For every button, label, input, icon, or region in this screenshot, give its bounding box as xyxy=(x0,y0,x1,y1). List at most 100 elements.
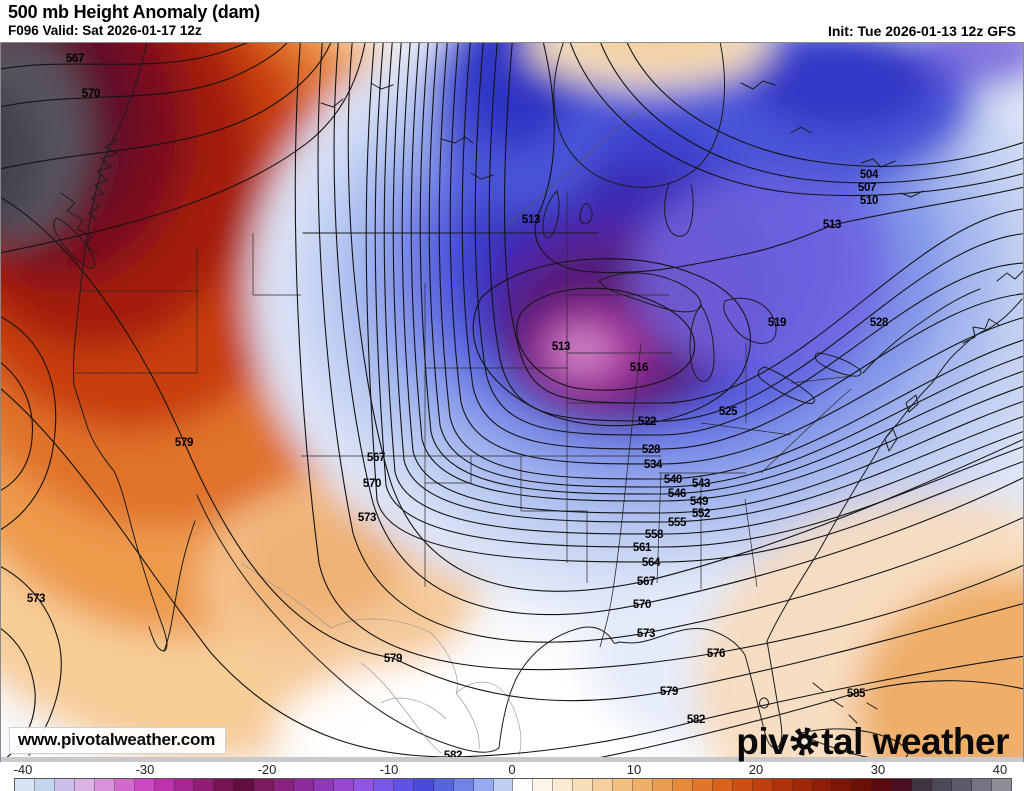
contour-label: 507 xyxy=(858,182,876,194)
gear-icon xyxy=(789,726,820,757)
colorbar-cell xyxy=(932,779,953,791)
colorbar-cell xyxy=(353,779,374,791)
colorbar-tick-label: -30 xyxy=(135,762,155,777)
contour-label: 546 xyxy=(668,488,686,500)
contour-label: 567 xyxy=(637,576,655,588)
contour-label: 579 xyxy=(660,686,678,698)
color-scale-ticks: -40 -30 -20 -10 0 10 20 30 40 xyxy=(0,762,1024,777)
colorbar-cell xyxy=(254,779,275,791)
colorbar-cell xyxy=(94,779,115,791)
contour-label: 561 xyxy=(633,542,652,554)
colorbar-cell xyxy=(74,779,95,791)
contour-label: 516 xyxy=(630,362,648,374)
map-bottom-strip xyxy=(1,757,1023,762)
colorbar-cell xyxy=(712,779,733,791)
colorbar-cell xyxy=(413,779,434,791)
colorbar-cell xyxy=(573,779,594,791)
logo-text-piv: piv xyxy=(736,721,789,762)
colorbar-cell xyxy=(672,779,693,791)
contour-label: 570 xyxy=(363,478,381,490)
colorbar-cell xyxy=(174,779,195,791)
contour-label: 534 xyxy=(644,459,663,471)
colorbar-cell xyxy=(54,779,75,791)
contour-label: 513 xyxy=(552,341,570,353)
contour-label: 552 xyxy=(692,508,710,520)
contour-label: 567 xyxy=(66,53,84,65)
colorbar-cell xyxy=(314,779,334,791)
colorbar-cell xyxy=(952,779,972,791)
contour-label: 519 xyxy=(768,317,786,329)
colorbar-cell xyxy=(852,779,873,791)
colorbar-cell xyxy=(633,779,653,791)
colorbar-cell xyxy=(34,779,55,791)
colorbar-cell xyxy=(732,779,753,791)
colorbar-cell xyxy=(393,779,414,791)
page-title: 500 mb Height Anomaly (dam) xyxy=(8,2,260,22)
anomaly-map: 567 570 579 573 567 570 573 579 582 582 585 513 516 5… xyxy=(0,42,1024,762)
colorbar-cell xyxy=(832,779,853,791)
contour-label: 573 xyxy=(358,512,376,524)
colorbar-cell xyxy=(812,779,833,791)
watermark: www.pivotalweather.com xyxy=(9,727,227,754)
contour-label: 549 xyxy=(690,496,708,508)
contour-label: 510 xyxy=(860,195,878,207)
height-contours xyxy=(1,43,1023,757)
map-canvas: 567 570 579 573 567 570 573 579 582 582 585 513 516 5… xyxy=(1,43,1023,757)
colorbar-cell xyxy=(154,779,175,791)
colorbar-cell xyxy=(15,779,35,791)
contour-label: 576 xyxy=(707,648,725,660)
colorbar-cell xyxy=(373,779,394,791)
contour-label: 579 xyxy=(175,437,193,449)
colorbar-cell xyxy=(892,779,913,791)
colorbar-cell xyxy=(234,779,255,791)
contour-labels: 567 570 579 573 567 570 573 579 582 582 585 513 516 5… xyxy=(27,53,889,757)
colorbar-cell xyxy=(533,779,554,791)
contour-label: 570 xyxy=(633,599,651,611)
contour-label: 585 xyxy=(847,688,866,700)
contour-label: 555 xyxy=(668,517,687,529)
contour-label: 543 xyxy=(692,478,710,490)
mexico-state-borders xyxy=(240,562,522,756)
colorbar-cell xyxy=(792,779,813,791)
contour-label: 504 xyxy=(860,169,879,181)
color-scale: -40 -30 -20 -10 0 10 20 30 40 xyxy=(0,762,1024,791)
colorbar-cell xyxy=(872,779,893,791)
colorbar-cell xyxy=(772,779,793,791)
contour-label: 558 xyxy=(645,529,664,541)
colorbar-tick-label: 40 xyxy=(992,762,1008,777)
contour-label: 582 xyxy=(444,750,462,757)
colorbar-cell xyxy=(613,779,634,791)
contour-label: 540 xyxy=(664,474,682,486)
contour-label: 513 xyxy=(522,214,540,226)
init-time-label: Init: Tue 2026-01-13 12z GFS xyxy=(827,23,1016,39)
colorbar-tick-label: 10 xyxy=(626,762,642,777)
contour-label: 573 xyxy=(27,593,45,605)
colorbar-cell xyxy=(972,779,992,791)
colorbar-cell xyxy=(752,779,773,791)
colorbar-cell xyxy=(493,779,514,791)
colorbar-tick-label: -40 xyxy=(13,762,33,777)
colorbar-tick-label: -10 xyxy=(379,762,399,777)
state-borders xyxy=(75,191,854,648)
colorbar-cell xyxy=(134,779,155,791)
colorbar-cell xyxy=(194,779,215,791)
colorbar-cell xyxy=(214,779,235,791)
colorbar-cell xyxy=(593,779,614,791)
colorbar-tick-label: 20 xyxy=(748,762,764,777)
color-scale-bar xyxy=(14,778,1012,791)
colorbar-cell xyxy=(912,779,933,791)
contour-label: 573 xyxy=(637,628,655,640)
colorbar-tick-label: 0 xyxy=(508,762,516,777)
colorbar-cell xyxy=(513,779,534,791)
contour-label: 525 xyxy=(719,406,738,418)
header: 500 mb Height Anomaly (dam) F096 Valid: … xyxy=(0,0,1024,42)
colorbar-cell xyxy=(653,779,673,791)
colorbar-cell xyxy=(991,779,1011,791)
contour-label: 570 xyxy=(82,88,100,100)
colorbar-tick-label: 30 xyxy=(870,762,886,777)
contour-label: 582 xyxy=(687,714,705,726)
valid-time-label: F096 Valid: Sat 2026-01-17 12z xyxy=(8,23,202,38)
logo-text-tal-weather: tal weather xyxy=(821,721,1009,762)
contour-label: 528 xyxy=(642,444,661,456)
